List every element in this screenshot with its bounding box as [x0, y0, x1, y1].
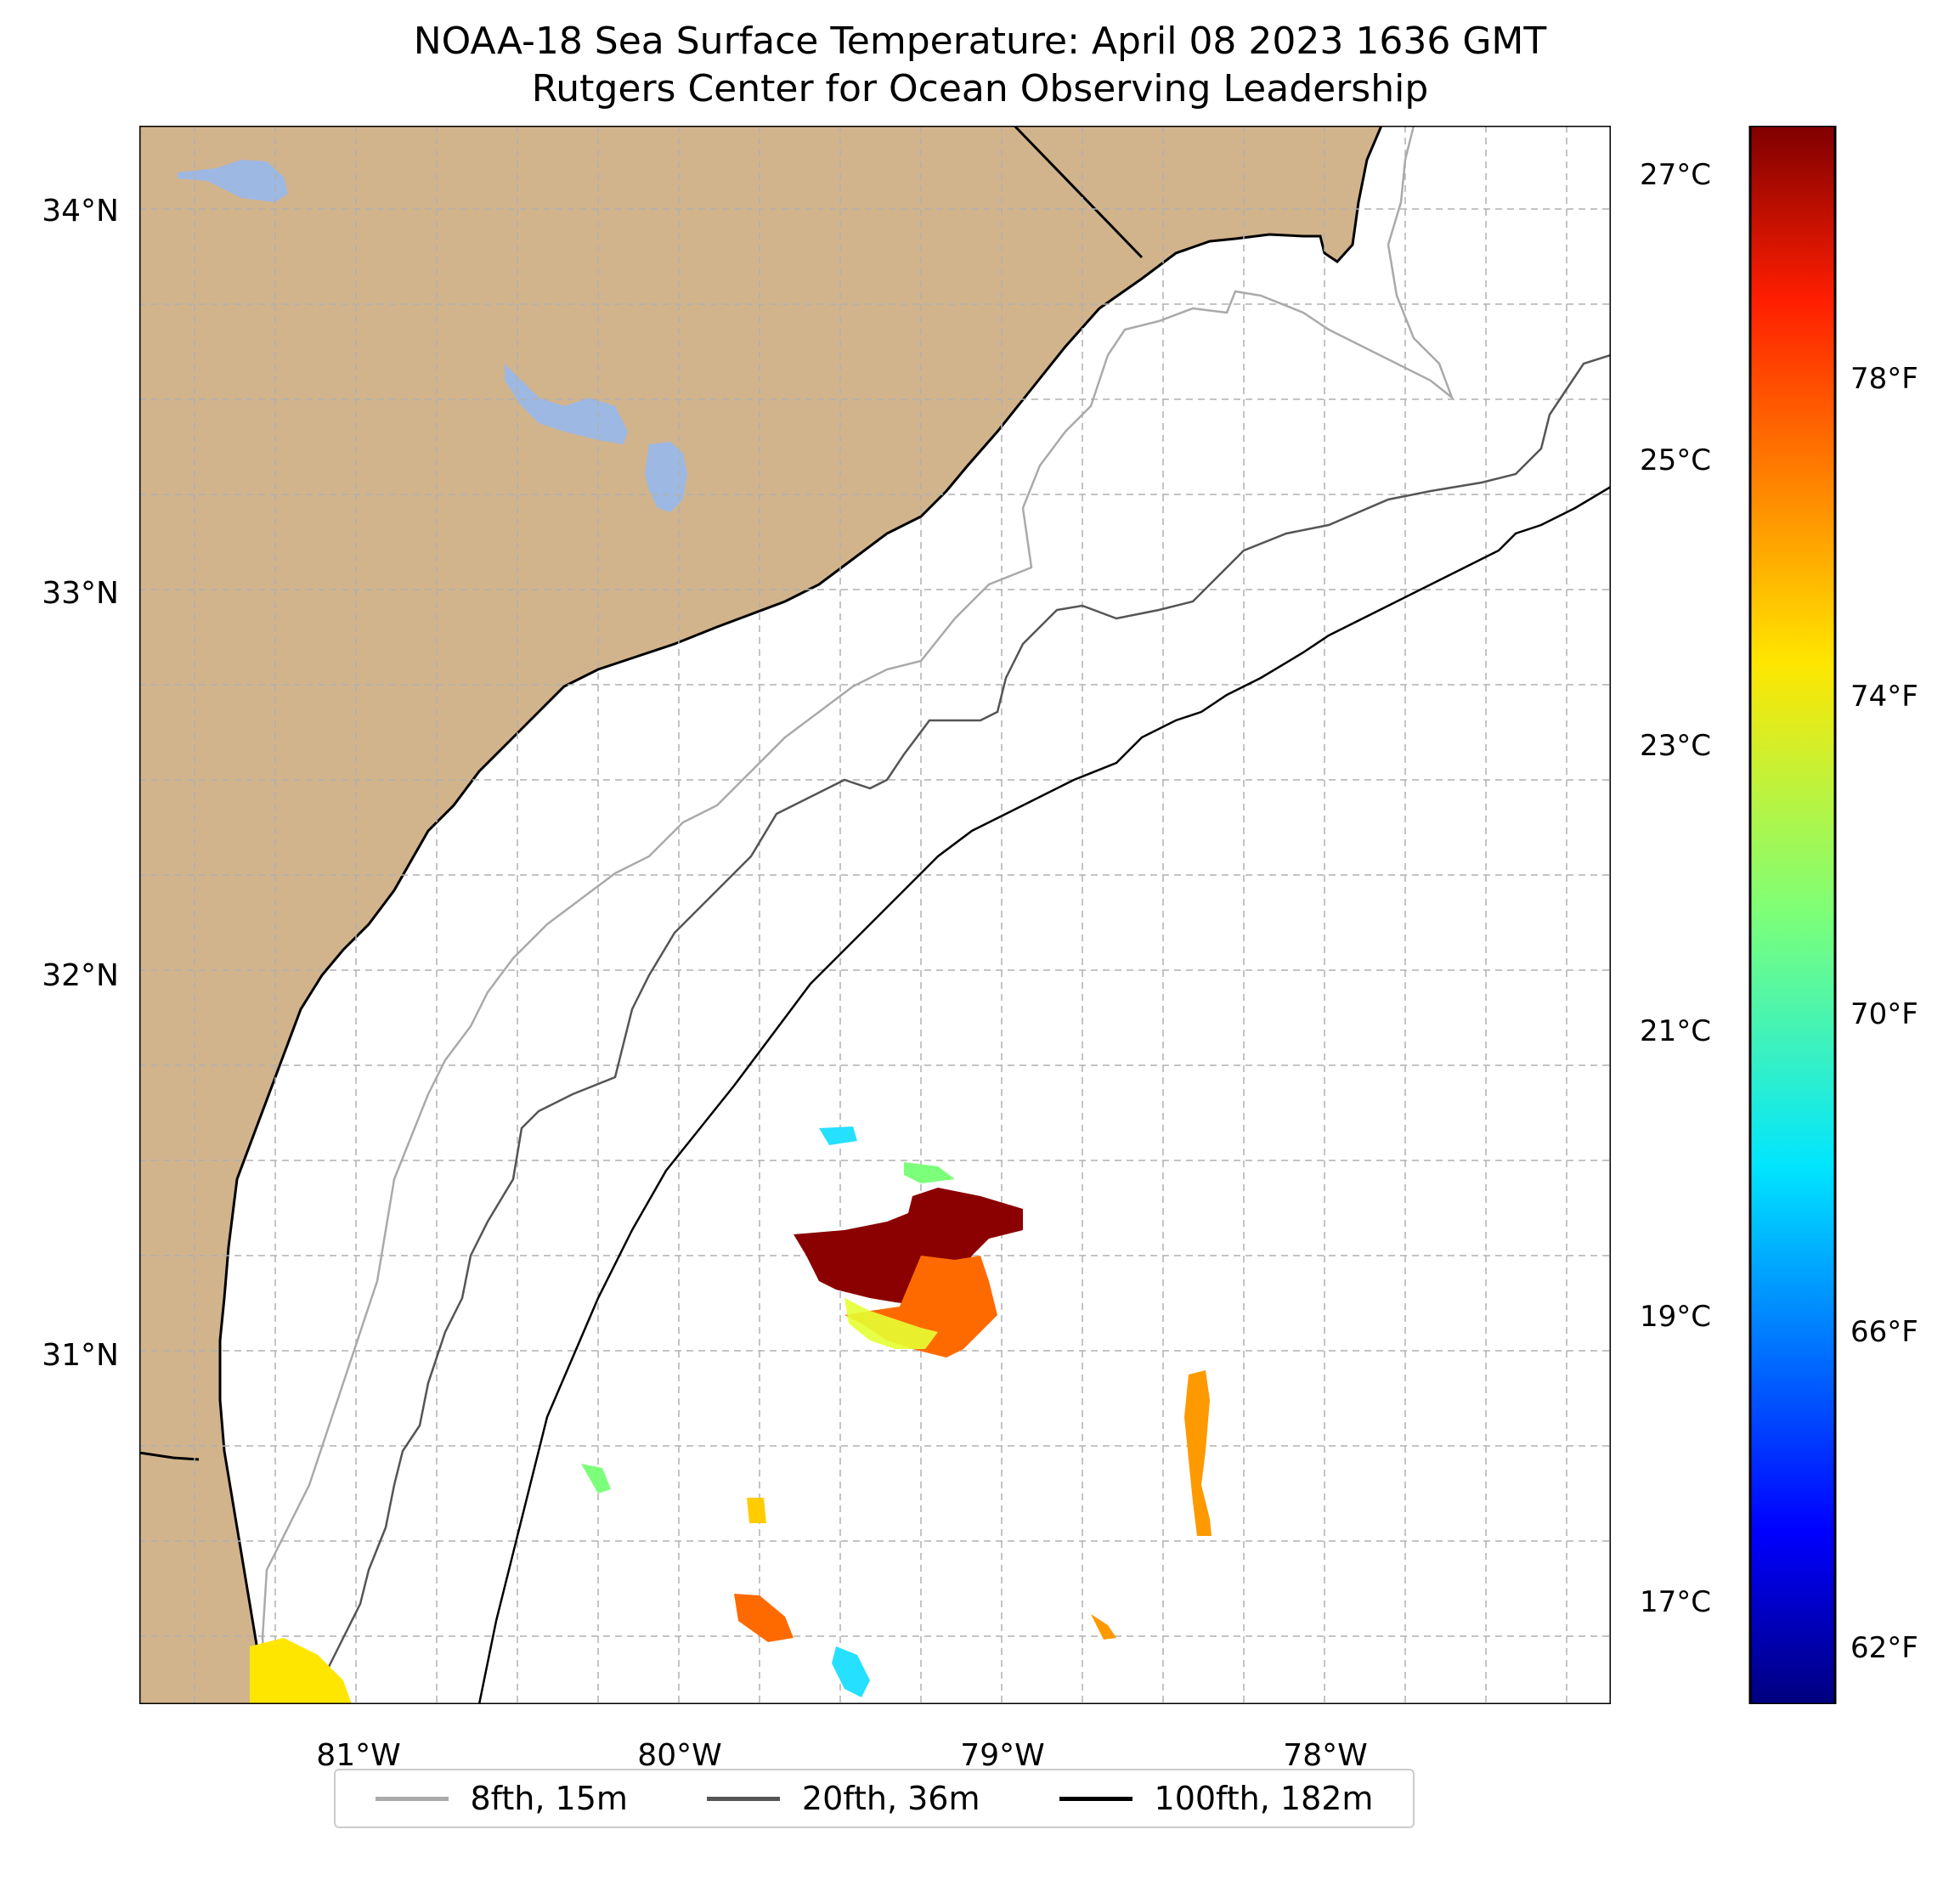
contour-20fth: [308, 353, 1611, 1704]
state-border: [1013, 126, 1144, 259]
lon-label-78w: 78°W: [1283, 1738, 1368, 1773]
sst-patch-east-strip: [1184, 1370, 1212, 1536]
legend-label-20fth: 20fth, 36m: [801, 1780, 980, 1817]
sst-data: [250, 1126, 1212, 1704]
lat-label-33n: 33°N: [42, 576, 119, 611]
legend-swatch-8fth: [375, 1796, 449, 1801]
cb-label-19c: 19°C: [1640, 1300, 1712, 1334]
cb-label-78f: 78°F: [1850, 362, 1918, 396]
sst-patch-yellow: [844, 1298, 938, 1349]
cb-label-70f: 70°F: [1850, 997, 1918, 1031]
cb-label-62f: 62°F: [1850, 1631, 1918, 1665]
legend-item-20fth: 20fth, 36m: [706, 1780, 980, 1817]
colorbar: [1748, 126, 1837, 1704]
cb-label-25c: 25°C: [1640, 443, 1712, 477]
lake-2: [505, 364, 628, 444]
lat-label-32n: 32°N: [42, 958, 119, 993]
contour-100fth: [477, 485, 1611, 1704]
sst-patch-south-3: [747, 1498, 766, 1523]
cb-label-27c: 27°C: [1640, 158, 1712, 192]
cb-label-66f: 66°F: [1850, 1315, 1918, 1349]
legend-label-100fth: 100fth, 182m: [1154, 1780, 1374, 1817]
lake-1: [178, 160, 288, 202]
gridlines: [139, 126, 1611, 1704]
legend-item-100fth: 100fth, 182m: [1059, 1780, 1374, 1817]
lon-label-81w: 81°W: [316, 1738, 401, 1773]
legend: 8fth, 15m 20fth, 36m 100fth, 182m: [334, 1769, 1415, 1828]
sst-patch-green: [904, 1162, 955, 1183]
sst-patch-south-2: [832, 1646, 870, 1697]
cb-label-23c: 23°C: [1640, 729, 1712, 763]
sst-patch-cyan: [819, 1126, 857, 1145]
cb-label-21c: 21°C: [1640, 1014, 1712, 1048]
cb-label-74f: 74°F: [1850, 680, 1918, 714]
chart-subtitle: Rutgers Center for Ocean Observing Leade…: [531, 67, 1429, 110]
sst-patch-southwest: [250, 1638, 352, 1704]
legend-item-8fth: 8fth, 15m: [375, 1780, 628, 1817]
legend-label-8fth: 8fth, 15m: [470, 1780, 628, 1817]
legend-swatch-20fth: [706, 1796, 780, 1801]
lat-label-34n: 34°N: [42, 194, 119, 229]
lat-label-31n: 31°N: [42, 1338, 119, 1373]
sst-patch-warm-core: [794, 1188, 1023, 1307]
left-shore-border: [139, 1451, 200, 1461]
sst-patch-south-1: [734, 1594, 794, 1642]
sst-patch-south-5: [1091, 1614, 1116, 1640]
lon-label-79w: 79°W: [960, 1738, 1045, 1773]
legend-swatch-100fth: [1059, 1796, 1133, 1801]
chart-title: NOAA-18 Sea Surface Temperature: April 0…: [413, 20, 1547, 63]
lon-label-80w: 80°W: [637, 1738, 722, 1773]
cb-label-17c: 17°C: [1640, 1585, 1712, 1619]
land-mass: [139, 126, 1383, 1704]
sst-map: [139, 126, 1611, 1704]
sst-patch-south-4: [581, 1464, 611, 1493]
contour-8fth: [261, 126, 1454, 1704]
colorbar-gradient: [1748, 126, 1837, 1704]
